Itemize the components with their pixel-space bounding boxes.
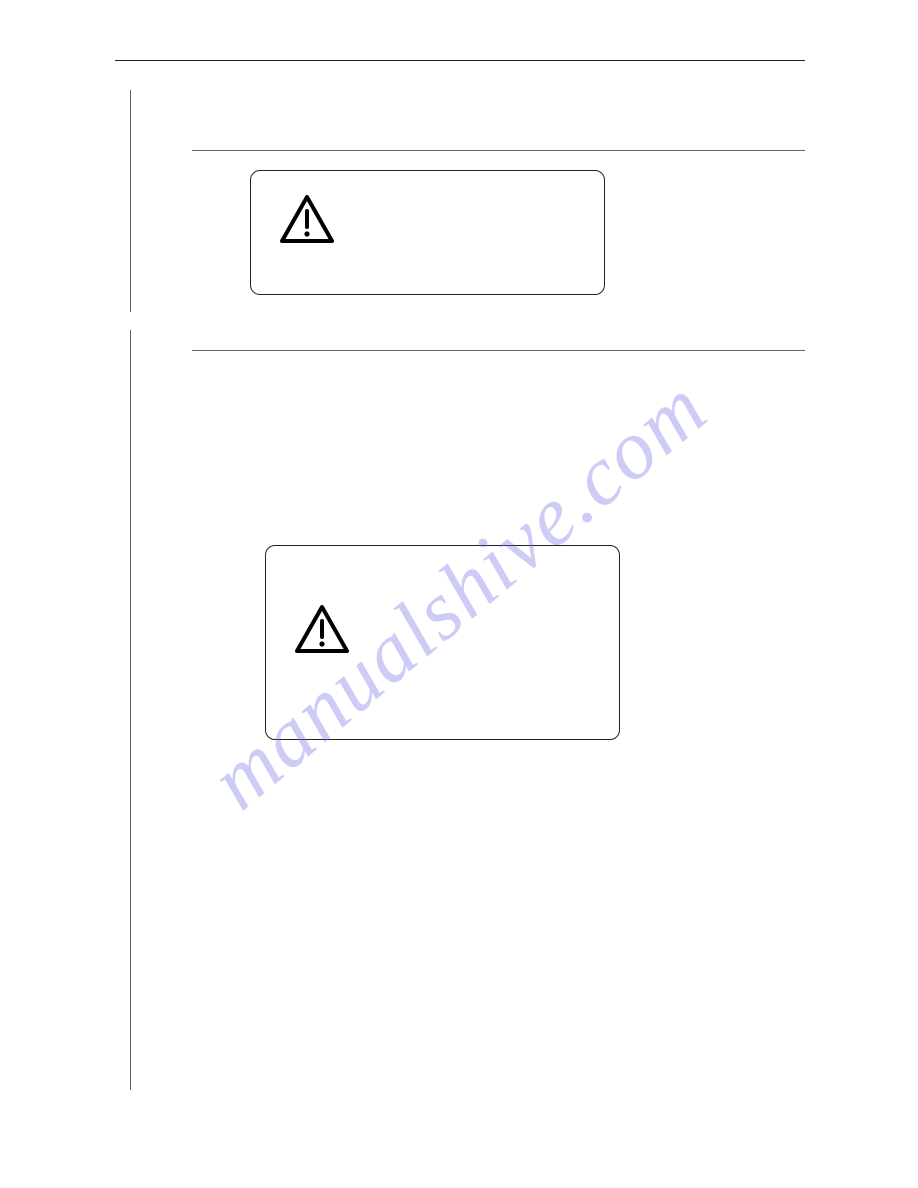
section-divider-1 bbox=[192, 150, 805, 151]
top-horizontal-rule bbox=[115, 60, 805, 61]
manual-page: manualshive.com bbox=[0, 0, 918, 1188]
warning-triangle-icon bbox=[280, 195, 334, 243]
left-vertical-rule-upper bbox=[130, 90, 131, 312]
warning-triangle-icon bbox=[295, 605, 349, 653]
left-vertical-rule-lower bbox=[130, 330, 131, 1090]
section-divider-2 bbox=[192, 350, 805, 351]
